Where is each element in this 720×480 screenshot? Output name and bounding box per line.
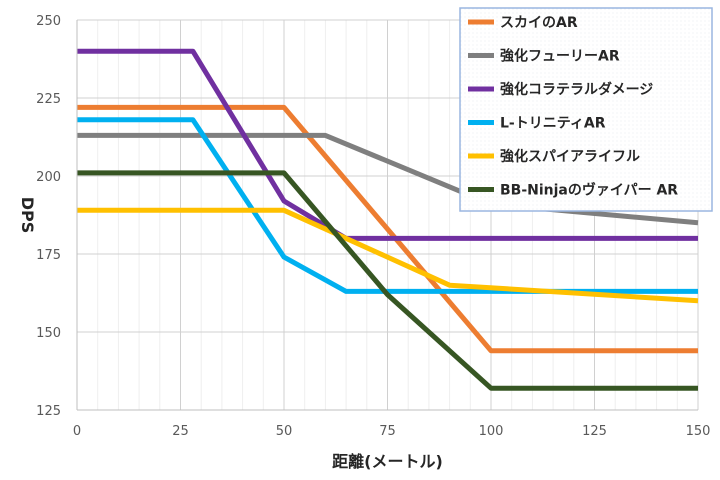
x-tick-label: 0 (73, 424, 81, 439)
series-line-5 (77, 207, 699, 304)
legend-label: 強化フューリーAR (500, 48, 620, 65)
series-line-4 (77, 117, 698, 294)
series-lines (77, 48, 699, 391)
legend-label: BB-Ninjaのヴァイパー AR (500, 182, 678, 199)
x-tick-label: 100 (479, 424, 504, 439)
y-tick-label: 225 (36, 92, 61, 107)
axes: 0 25 50 75 100 125 150 125 150 175 200 225 250 距離(メート… (18, 14, 710, 471)
y-tick-label: 250 (36, 14, 61, 29)
y-tick-label: 175 (36, 248, 61, 263)
legend-label: L-トリニティAR (500, 116, 606, 132)
y-tick-label: 150 (36, 326, 61, 341)
x-tick-label: 125 (582, 424, 607, 439)
legend-label: 強化コラテラルダメージ (500, 81, 653, 98)
x-tick-label: 75 (379, 424, 396, 439)
legend: スカイのAR 強化フューリーAR 強化コラテラルダメージ L-トリニティAR 強化スパイ… (459, 7, 713, 212)
legend-box (459, 7, 713, 212)
series-line-1 (77, 104, 698, 354)
y-tick-label: 125 (36, 404, 61, 419)
legend-label: 強化スパイアライフル (500, 148, 640, 165)
x-axis-title: 距離(メートル) (332, 452, 443, 471)
series-line-6 (77, 170, 698, 391)
series-line-3 (77, 48, 698, 241)
x-tick-label: 25 (172, 424, 189, 439)
y-axis-title: DPS (18, 197, 37, 234)
y-tick-label: 200 (36, 170, 61, 185)
x-tick-label: 150 (686, 424, 711, 439)
legend-label: スカイのAR (500, 15, 578, 31)
x-tick-label: 50 (276, 424, 293, 439)
grid (77, 19, 699, 410)
